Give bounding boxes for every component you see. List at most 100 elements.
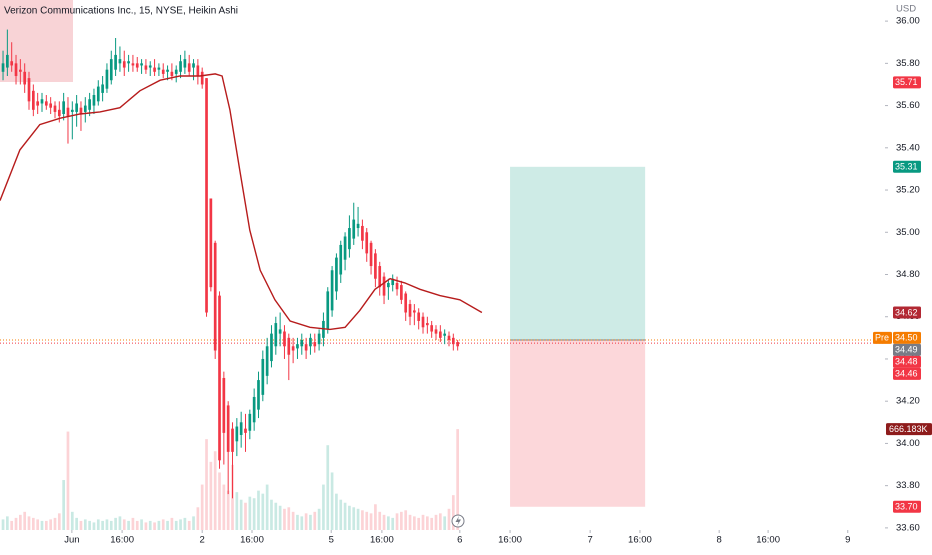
candle-body: [447, 335, 451, 340]
volume-bar: [140, 519, 143, 530]
volume-bar: [426, 516, 429, 530]
volume-bar: [196, 507, 200, 530]
price-layer: [0, 29, 885, 507]
volume-bar: [352, 507, 356, 530]
volume-bar: [343, 502, 347, 530]
candle-body: [70, 109, 74, 112]
volume-bar: [40, 520, 44, 530]
volume-bar: [114, 517, 117, 530]
candle-body: [36, 101, 40, 106]
volume-bar: [135, 520, 139, 530]
volume-bar: [88, 520, 91, 530]
price-tag-label: 34.50: [895, 333, 918, 343]
moving-average-line: [0, 73, 483, 331]
candle-body: [391, 278, 395, 286]
volume-bar: [57, 513, 61, 530]
price-tag: [893, 76, 921, 89]
x-tick-label: 8: [717, 535, 722, 546]
replay-icon[interactable]: [451, 514, 465, 528]
volume-bar: [27, 516, 31, 530]
volume-bar: [309, 514, 312, 530]
x-tick-label: 16:00: [110, 535, 134, 546]
price-tag: [893, 355, 921, 368]
candle-body: [122, 61, 126, 68]
volume-bar: [304, 513, 308, 530]
candle-body: [166, 69, 169, 72]
candle-body: [343, 236, 347, 260]
candle-body: [179, 61, 182, 72]
x-tick-label: 16:00: [498, 535, 522, 546]
candle-body: [339, 244, 343, 275]
volume-bar: [161, 519, 165, 530]
candle-body: [40, 99, 44, 104]
x-tick-label: Jun: [64, 535, 79, 546]
candle-body: [62, 101, 65, 115]
volume-bar: [53, 517, 57, 530]
volume-bar: [183, 517, 187, 530]
price-tag-label: 34.46: [895, 369, 918, 379]
volume-bar: [391, 517, 395, 530]
volume-bar: [23, 511, 27, 530]
candle-body: [1, 63, 5, 72]
volume-bar: [330, 472, 334, 530]
candle-body: [174, 69, 178, 74]
candle-body: [83, 105, 87, 112]
candle-body: [200, 71, 204, 85]
volume-bar: [291, 511, 295, 530]
volume-bar: [127, 520, 130, 530]
candle-body: [438, 331, 442, 338]
candle-body: [274, 323, 278, 347]
volume-bar: [226, 490, 230, 530]
volume-bar: [378, 511, 382, 530]
candle-body: [205, 78, 208, 313]
candle-body: [226, 405, 230, 452]
volume-bar: [413, 516, 416, 530]
volume-bar: [157, 520, 161, 530]
candle-body: [278, 329, 282, 334]
candle-body: [44, 101, 48, 106]
volume-bar: [443, 516, 447, 530]
price-tag: [893, 343, 921, 356]
time-axis-bg: [0, 530, 885, 550]
candle-body: [378, 266, 382, 288]
volume-bar: [122, 519, 126, 530]
y-tick-label: 35.00: [896, 227, 920, 238]
candle-body: [261, 358, 265, 395]
candle-body: [153, 67, 156, 72]
candle-body: [209, 198, 213, 288]
y-tick-label: 34.20: [896, 396, 920, 407]
volume-bar: [187, 520, 191, 530]
candle-body: [404, 293, 408, 313]
candle-body: [313, 342, 317, 347]
candle-body: [309, 337, 312, 347]
candle-body: [157, 67, 161, 70]
candle-body: [426, 323, 429, 326]
volume-bar: [326, 445, 330, 530]
volume-bar: [456, 429, 459, 530]
candle-body: [140, 63, 143, 66]
volume-bar: [66, 431, 70, 530]
x-tick-label: 16:00: [628, 535, 652, 546]
volume-bar: [170, 517, 174, 530]
candle-body: [148, 65, 152, 68]
candle-body: [395, 282, 399, 290]
volume-bar: [356, 508, 360, 530]
y-tick-label: 34.80: [896, 269, 920, 280]
volume-bar: [205, 439, 208, 530]
y-tick-label: 35.20: [896, 185, 920, 196]
volume-bar: [395, 513, 399, 530]
volume-bar: [75, 517, 78, 530]
candle-body: [192, 63, 195, 68]
price-tag-prefix-bg: [873, 331, 892, 344]
candle-body: [361, 225, 364, 241]
volume-bar: [348, 505, 351, 530]
volume-bar: [430, 517, 434, 530]
candle-body: [304, 344, 308, 351]
candle-body: [456, 342, 459, 347]
candle-body: [265, 346, 269, 376]
candle-body: [365, 232, 369, 254]
price-tag-label: 34.49: [895, 345, 918, 355]
candle-body: [283, 331, 286, 347]
candle-body: [413, 310, 416, 313]
